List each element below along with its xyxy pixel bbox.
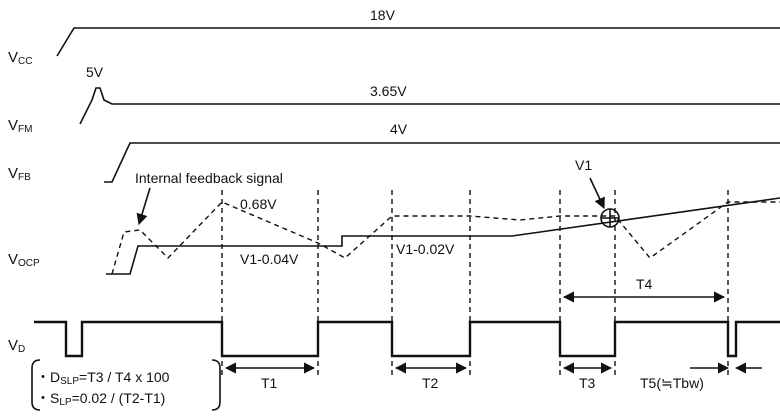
dslp-formula: ・DSLP=T3 / T4 x 100 (36, 369, 170, 387)
t4-label: T4 (636, 276, 653, 292)
t5-label: T5(≒Tbw) (640, 375, 704, 391)
v1-label: V1 (575, 157, 592, 173)
vfb-label: VFB (8, 165, 31, 183)
vd-label: VD (8, 337, 25, 355)
t1-label: T1 (261, 375, 278, 391)
ocp-threshold-waveform (106, 197, 780, 275)
formula-bracket-right (211, 359, 221, 411)
vfm-waveform (79, 87, 780, 125)
vfm-level-label: 3.65V (370, 83, 407, 99)
t3-label: T3 (579, 375, 596, 391)
formula-bracket-left (31, 359, 41, 411)
v1-minus-004-label: V1-0.04V (240, 251, 299, 267)
vfm-label: VFM (8, 117, 32, 135)
vcc-waveform (56, 27, 780, 57)
internal-feedback-label: Internal feedback signal (135, 170, 283, 186)
v1-minus-002-label: V1-0.02V (396, 241, 455, 257)
ocp-peak-label: 0.68V (240, 196, 277, 212)
vfb-level-label: 4V (390, 121, 408, 137)
internal-feedback-waveform (111, 201, 780, 275)
vocp-label: VOCP (8, 251, 40, 269)
slp-formula: ・SLP=0.02 / (T2-T1) (36, 390, 165, 408)
vfm-peak-label: 5V (86, 64, 104, 80)
vfb-waveform (104, 142, 780, 183)
vd-waveform (34, 320, 780, 358)
v1-pointer-arrow (589, 177, 605, 210)
t2-label: T2 (422, 375, 439, 391)
vcc-level-label: 18V (370, 7, 396, 23)
vcc-label: VCC (8, 49, 32, 67)
internal-feedback-arrow (136, 187, 151, 226)
